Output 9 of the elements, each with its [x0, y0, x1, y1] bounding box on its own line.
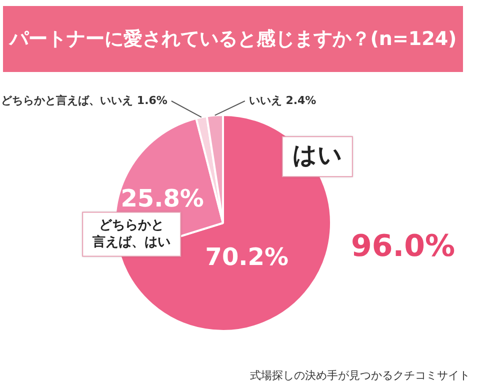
- data-label: 25.8%: [120, 184, 204, 212]
- text: 96.0%: [351, 228, 456, 264]
- chart-title: パートナーに愛されていると感じますか？(n=124): [3, 6, 463, 72]
- slice-label: どちらかと言えば、いいえ 1.6%: [1, 94, 168, 107]
- text: 式場探しの決め手が見つかるクチコミサイト: [250, 368, 470, 383]
- slice-label: はい: [292, 140, 342, 169]
- slice-label: いいえ 2.4%: [248, 94, 316, 107]
- data-label: 70.2%: [205, 243, 289, 272]
- slice-label: どちらかと言えば、はい: [92, 218, 171, 250]
